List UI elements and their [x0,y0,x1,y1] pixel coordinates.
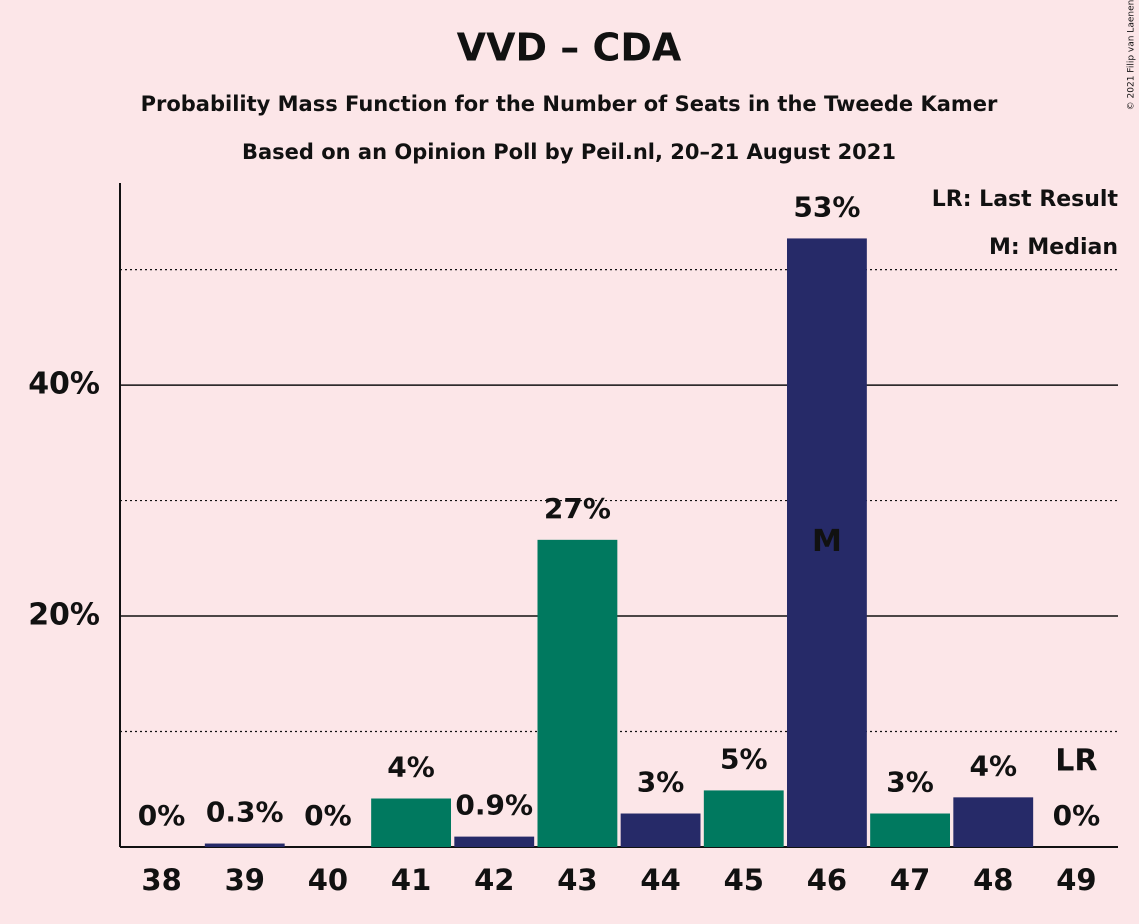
x-tick-label: 46 [807,863,847,897]
value-label: 3% [637,766,685,799]
x-tick-label: 41 [391,863,431,897]
x-tick-label: 48 [973,863,1013,897]
chart-subtitle: Probability Mass Function for the Number… [141,92,998,116]
x-tick-label: 42 [474,863,514,897]
value-label: 4% [969,749,1017,782]
value-label: 5% [720,742,768,775]
value-label: 4% [387,750,435,783]
x-tick-label: 47 [890,863,930,897]
x-tick-label: 43 [557,863,597,897]
x-tick-label: 44 [640,863,680,897]
bar [204,843,285,847]
value-label: 0.3% [206,796,284,829]
last-result-marker: LR [1055,744,1097,779]
y-tick-label: 40% [28,367,100,402]
value-label: 27% [544,492,611,525]
copyright: © 2021 Filip van Laenen [1127,0,1137,110]
value-label: 0% [304,799,352,832]
bar [953,797,1034,847]
bar [537,539,618,847]
bar [786,238,867,847]
bar [703,790,784,847]
chart-subtitle: Based on an Opinion Poll by Peil.nl, 20–… [242,140,896,164]
bar [454,836,535,847]
y-tick-label: 20% [28,598,100,633]
legend-entry: LR: Last Result [932,187,1119,212]
x-tick-label: 49 [1056,863,1096,897]
value-label: 3% [886,766,934,799]
median-marker: M [812,524,842,559]
x-tick-label: 40 [308,863,348,897]
bar [620,813,701,847]
x-tick-label: 39 [225,863,265,897]
legend-entry: M: Median [989,235,1118,260]
value-label: 0% [138,799,186,832]
chart-title: VVD – CDA [457,26,682,70]
bar [870,813,951,847]
x-tick-label: 45 [724,863,764,897]
value-label: 53% [793,190,860,223]
value-label: 0.9% [455,789,533,822]
bar [371,798,452,847]
value-label: 0% [1053,799,1101,832]
x-tick-label: 38 [141,863,181,897]
